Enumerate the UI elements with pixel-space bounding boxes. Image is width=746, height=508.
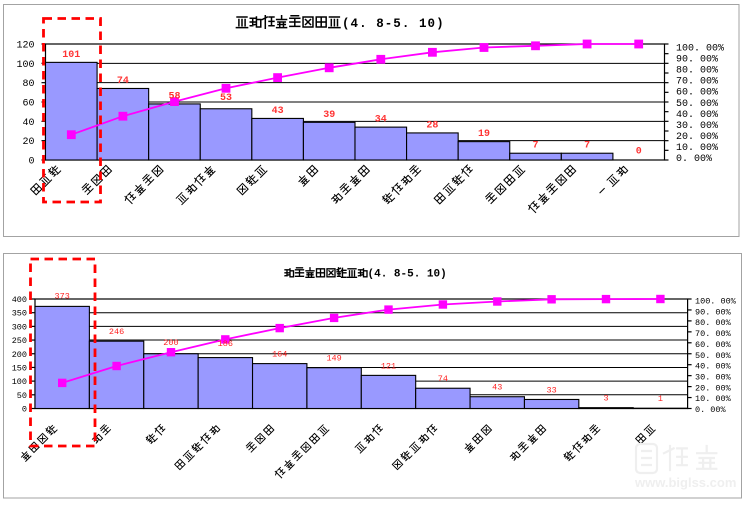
svg-text:58: 58 <box>168 91 180 102</box>
svg-text:70. 00%: 70. 00% <box>676 77 718 88</box>
svg-text:50. 00%: 50. 00% <box>676 99 718 110</box>
svg-text:20: 20 <box>22 137 34 148</box>
svg-text:60. 00%: 60. 00% <box>695 340 732 350</box>
svg-text:373: 373 <box>55 292 70 302</box>
svg-text:43: 43 <box>492 383 502 393</box>
svg-text:40: 40 <box>22 118 34 129</box>
svg-text:28: 28 <box>426 120 438 131</box>
svg-text:40. 00%: 40. 00% <box>676 110 718 121</box>
svg-text:50: 50 <box>17 391 27 401</box>
svg-text:www.biglss.com: www.biglss.com <box>634 475 736 490</box>
svg-text:20. 00%: 20. 00% <box>695 383 732 393</box>
svg-text:150: 150 <box>12 363 27 373</box>
svg-text:70. 00%: 70. 00% <box>695 329 732 339</box>
svg-text:80: 80 <box>22 79 34 90</box>
svg-text:10. 00%: 10. 00% <box>676 143 718 154</box>
svg-text:(4. 8-5. 10): (4. 8-5. 10) <box>368 269 447 281</box>
svg-text:200: 200 <box>12 350 27 360</box>
svg-text:34: 34 <box>375 115 387 126</box>
svg-text:30. 00%: 30. 00% <box>695 372 732 382</box>
svg-text:10. 00%: 10. 00% <box>695 394 732 404</box>
svg-text:101: 101 <box>62 50 80 61</box>
svg-text:120: 120 <box>16 41 34 52</box>
svg-text:246: 246 <box>109 327 124 337</box>
svg-text:0: 0 <box>22 405 27 415</box>
svg-text:100: 100 <box>16 60 34 71</box>
svg-text:350: 350 <box>12 309 27 319</box>
svg-text:50. 00%: 50. 00% <box>695 351 732 361</box>
svg-text:39: 39 <box>323 110 335 121</box>
svg-text:7: 7 <box>533 141 539 152</box>
svg-text:3: 3 <box>603 394 608 404</box>
svg-text:121: 121 <box>381 361 396 371</box>
svg-text:74: 74 <box>117 76 129 87</box>
svg-text:19: 19 <box>478 129 490 140</box>
svg-text:0: 0 <box>636 147 642 158</box>
svg-text:33: 33 <box>547 385 557 395</box>
svg-text:100. 00%: 100. 00% <box>695 297 737 307</box>
svg-text:(4. 8-5. 10): (4. 8-5. 10) <box>342 17 445 31</box>
svg-text:300: 300 <box>12 322 27 332</box>
svg-text:80. 00%: 80. 00% <box>695 318 732 328</box>
svg-text:149: 149 <box>326 354 341 364</box>
svg-text:7: 7 <box>584 141 590 152</box>
svg-text:100. 00%: 100. 00% <box>676 44 724 55</box>
svg-text:250: 250 <box>12 336 27 346</box>
svg-text:90. 00%: 90. 00% <box>676 55 718 66</box>
svg-text:60. 00%: 60. 00% <box>676 88 718 99</box>
svg-text:20. 00%: 20. 00% <box>676 132 718 143</box>
svg-text:60: 60 <box>22 99 34 110</box>
svg-text:30. 00%: 30. 00% <box>676 121 718 132</box>
svg-text:164: 164 <box>272 350 287 360</box>
svg-text:43: 43 <box>272 106 284 117</box>
svg-text:200: 200 <box>163 338 178 348</box>
svg-text:74: 74 <box>438 374 448 384</box>
svg-text:0. 00%: 0. 00% <box>676 154 712 165</box>
svg-text:100: 100 <box>12 377 27 387</box>
svg-text:1: 1 <box>658 394 663 404</box>
svg-text:0. 00%: 0. 00% <box>695 405 727 415</box>
svg-text:90. 00%: 90. 00% <box>695 307 732 317</box>
svg-text:186: 186 <box>218 339 233 349</box>
svg-text:40. 00%: 40. 00% <box>695 362 732 372</box>
svg-text:53: 53 <box>220 93 232 104</box>
svg-text:400: 400 <box>12 295 27 305</box>
svg-text:0: 0 <box>28 157 34 168</box>
svg-text:80. 00%: 80. 00% <box>676 66 718 77</box>
